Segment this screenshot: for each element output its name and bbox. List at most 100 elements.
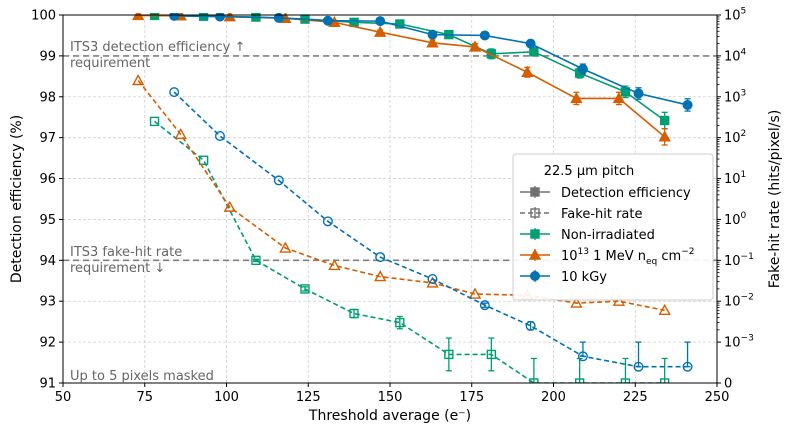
x-tick-label: 50 bbox=[55, 390, 72, 405]
legend-label: 1013 1 MeV neq cm−2 bbox=[561, 247, 695, 267]
fakehit-point-kgy bbox=[682, 361, 693, 372]
efficiency-point-kgy bbox=[577, 63, 588, 74]
legend-entry: 10 kGy bbox=[520, 270, 607, 285]
fakehit-point-kgy bbox=[427, 273, 438, 284]
efficiency-point-neutron bbox=[521, 65, 534, 77]
fakehit-point-kgy bbox=[525, 320, 536, 331]
efficiency-point-non_irradiated bbox=[486, 49, 497, 59]
y-axis-left-title: Detection efficiency (%) bbox=[9, 115, 25, 283]
efficiency-point-kgy bbox=[479, 30, 490, 41]
efficiency-point-neutron bbox=[468, 40, 482, 52]
x-tick-label: 200 bbox=[541, 390, 566, 405]
fakehit-point-non_irradiated bbox=[198, 155, 209, 165]
efficiency-point-non_irradiated bbox=[659, 115, 670, 126]
legend-box bbox=[512, 153, 714, 301]
legend-marker bbox=[530, 271, 541, 282]
series-kgy bbox=[169, 13, 693, 372]
fakehit-point-non_irradiated bbox=[620, 378, 631, 383]
x-tick-label: 75 bbox=[136, 390, 153, 405]
y-left-tick-label: 99 bbox=[39, 49, 56, 64]
legend-title: 22.5 µm pitch bbox=[544, 164, 635, 179]
efficiency-point-non_irradiated bbox=[395, 19, 405, 29]
efficiency-point-neutron bbox=[570, 91, 583, 104]
efficiency-point-neutron bbox=[374, 25, 387, 37]
fakehit-point-neutron bbox=[328, 259, 341, 271]
efficiency-point-neutron bbox=[658, 130, 671, 142]
fakehit-point-non_irradiated bbox=[349, 308, 359, 319]
fakehit-point-kgy bbox=[633, 361, 644, 372]
fakehit-point-kgy bbox=[375, 252, 386, 263]
fakehit-point-non_irradiated bbox=[149, 116, 160, 127]
y-left-tick-label: 95 bbox=[39, 213, 56, 228]
fakehit-point-non_irradiated bbox=[574, 378, 585, 383]
x-tick-label: 225 bbox=[623, 390, 648, 405]
y-left-tick-label: 98 bbox=[39, 90, 56, 105]
legend-entry: Non-irradiated bbox=[520, 228, 655, 243]
fakehit-point-kgy bbox=[214, 130, 225, 141]
legend-marker bbox=[530, 187, 540, 197]
y-left-tick-label: 100 bbox=[31, 9, 56, 24]
y-right-tick-label: 0 bbox=[724, 377, 732, 392]
fakehit-point-neutron bbox=[658, 303, 671, 315]
fakehit-point-non_irradiated bbox=[529, 378, 539, 383]
fakehit-requirement-label-line1: ITS3 fake-hit rate bbox=[70, 245, 182, 260]
legend-label: Detection efficiency bbox=[561, 186, 691, 201]
fakehit-point-kgy bbox=[169, 87, 180, 98]
fakehit-point-neutron bbox=[570, 296, 583, 308]
detection-requirement-label-line1: ITS3 detection efficiency ↑ bbox=[70, 40, 245, 55]
y-left-tick-label: 92 bbox=[39, 336, 56, 351]
legend-label: Fake-hit rate bbox=[561, 207, 643, 222]
x-axis-title: Threshold average (e⁻) bbox=[308, 408, 471, 424]
x-tick-label: 125 bbox=[296, 390, 321, 405]
y-left-tick-label: 96 bbox=[39, 172, 56, 187]
legend-label: Non-irradiated bbox=[561, 228, 655, 243]
fakehit-point-kgy bbox=[273, 175, 284, 186]
fakehit-point-kgy bbox=[479, 300, 490, 311]
efficiency-point-kgy bbox=[273, 13, 284, 23]
fakehit-point-neutron bbox=[468, 287, 482, 299]
legend-entry: 1013 1 MeV neq cm−2 bbox=[520, 247, 695, 267]
legend-entry: Detection efficiency bbox=[520, 186, 691, 201]
x-tick-label: 150 bbox=[378, 390, 403, 405]
y-left-tick-label: 91 bbox=[39, 377, 56, 392]
legend-marker bbox=[530, 208, 540, 218]
fakehit-point-kgy bbox=[322, 216, 333, 227]
legend-marker bbox=[530, 229, 540, 239]
efficiency-point-kgy bbox=[427, 29, 438, 40]
y-left-tick-label: 93 bbox=[39, 295, 56, 310]
fakehit-point-non_irradiated bbox=[395, 317, 405, 328]
fakehit-point-neutron bbox=[374, 270, 387, 282]
fakehit-point-neutron bbox=[132, 74, 145, 86]
efficiency-point-kgy bbox=[375, 16, 386, 27]
x-tick-label: 250 bbox=[705, 390, 730, 405]
fakehit-line-neutron bbox=[137, 80, 665, 312]
x-tick-label: 100 bbox=[214, 390, 239, 405]
efficiency-point-kgy bbox=[682, 99, 693, 110]
legend-items: Detection efficiency Fake-hit rate Non-irr… bbox=[520, 186, 695, 285]
legend-marker bbox=[528, 248, 542, 260]
y-left-tick-label: 94 bbox=[39, 254, 56, 269]
fakehit-point-non_irradiated bbox=[659, 378, 670, 383]
plot-area bbox=[132, 13, 693, 383]
efficiency-point-kgy bbox=[633, 88, 644, 99]
fakehit-line-non_irradiated bbox=[154, 120, 665, 383]
efficiency-point-neutron bbox=[426, 36, 439, 48]
fakehit-point-non_irradiated bbox=[300, 284, 310, 294]
efficiency-point-kgy bbox=[525, 38, 536, 49]
fakehit-point-non_irradiated bbox=[251, 255, 261, 266]
efficiency-point-non_irradiated bbox=[529, 47, 539, 57]
fakehit-point-non_irradiated bbox=[444, 349, 454, 360]
masked-pixels-note: Up to 5 pixels masked bbox=[70, 369, 214, 384]
detection-requirement-label-line2: requirement bbox=[70, 56, 150, 71]
fakehit-point-neutron bbox=[279, 241, 292, 253]
efficiency-point-kgy bbox=[322, 15, 333, 26]
y-left-tick-label: 97 bbox=[39, 131, 56, 146]
fakehit-point-neutron bbox=[612, 294, 626, 306]
fakehit-line-kgy bbox=[173, 91, 688, 368]
legend: 22.5 µm pitch Detection efficiency Fake-h… bbox=[512, 153, 714, 301]
fakehit-point-kgy bbox=[577, 351, 588, 362]
legend-entry: Fake-hit rate bbox=[520, 207, 643, 222]
fakehit-requirement-label-line2: requirement ↓ bbox=[70, 261, 165, 276]
efficiency-point-kgy bbox=[214, 13, 225, 22]
